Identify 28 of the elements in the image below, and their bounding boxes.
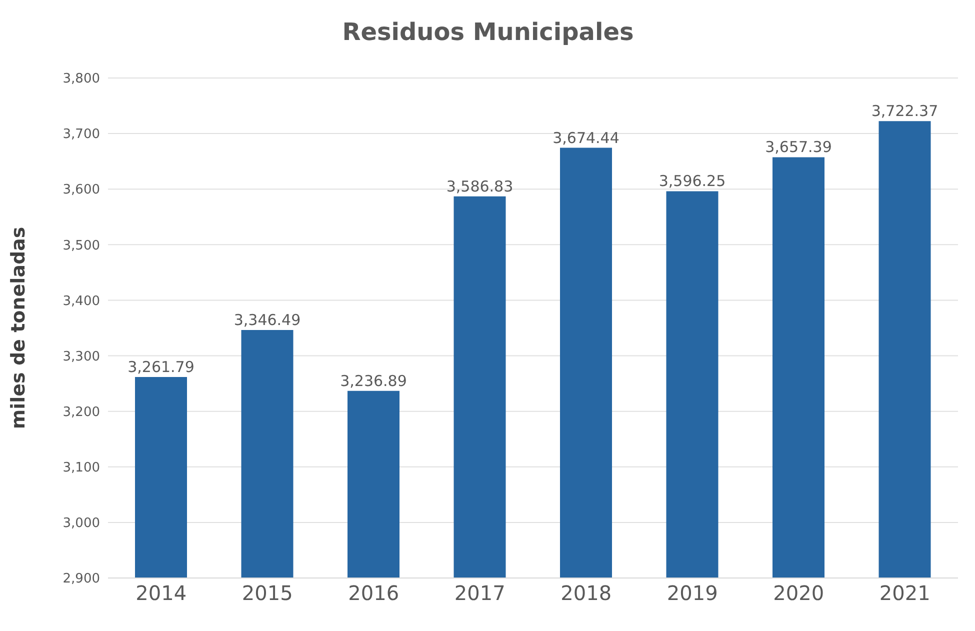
y-tick-label: 3,400 [62,294,100,309]
x-tick-label: 2017 [454,581,506,606]
y-tick-label: 3,700 [62,127,100,142]
x-tick-label: 2015 [242,581,293,606]
y-tick-label: 3,100 [62,460,100,476]
data-label: 3,657.39 [765,138,832,156]
data-label: 3,586.83 [446,177,514,196]
data-label: 3,674.44 [552,128,620,147]
data-label: 3,346.49 [234,310,301,329]
y-tick-label: 2,900 [62,572,100,587]
data-label: 3,236.89 [340,372,407,390]
x-tick-label: 2018 [560,581,612,606]
x-tick-label: 2019 [666,581,718,606]
x-tick-label: 2014 [136,581,187,606]
x-tick-label: 2016 [348,581,400,606]
y-tick-label: 3,600 [62,182,100,198]
x-tick-label: 2020 [773,581,824,606]
data-label: 3,596.25 [658,172,726,190]
y-axis-title: miles de toneladas [8,226,30,430]
y-tick-label: 3,800 [62,72,100,87]
y-tick-label: 3,500 [62,238,100,254]
y-tick-label: 3,200 [62,404,100,420]
y-tick-label: 3,300 [62,349,100,364]
chart-title: Residuos Municipales [341,17,635,48]
y-tick-label: 3,000 [62,516,100,532]
x-tick-label: 2021 [879,581,930,606]
data-label: 3,722.37 [871,102,938,120]
data-label: 3,261.79 [128,358,194,376]
